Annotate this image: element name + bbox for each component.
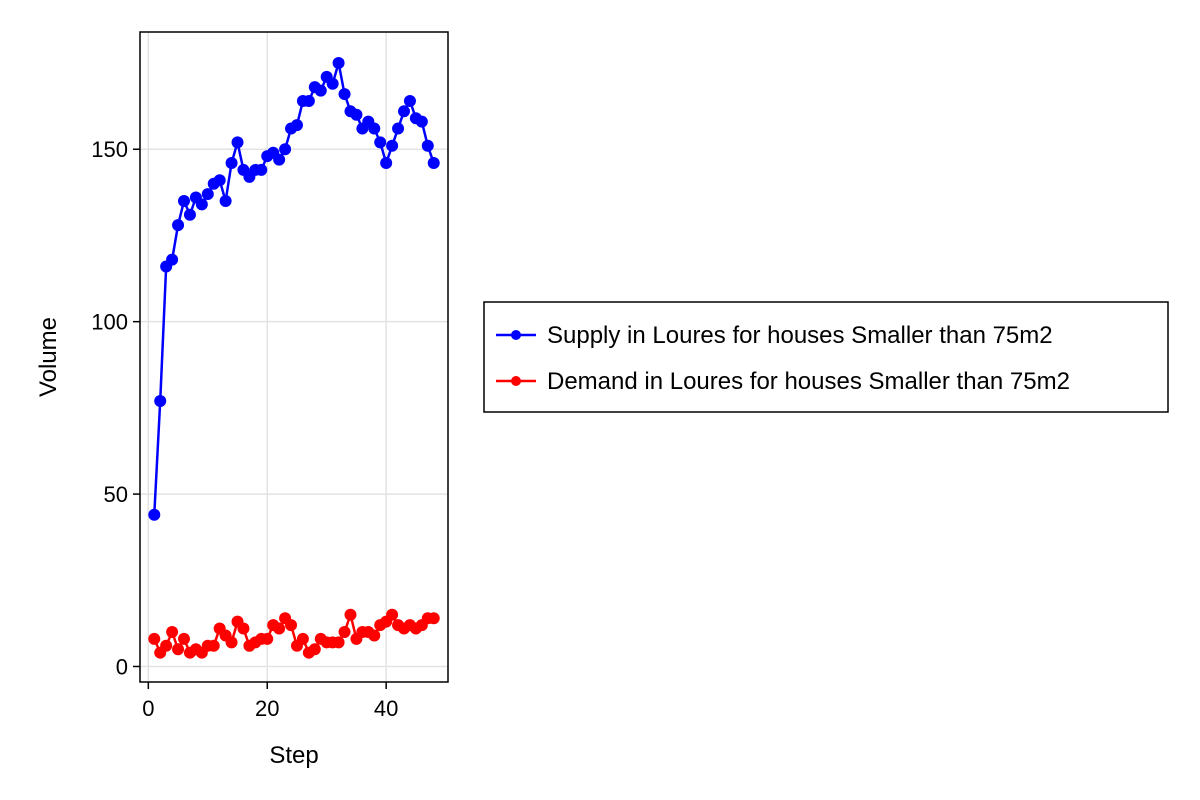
data-point-supply: [314, 84, 327, 97]
data-point-demand: [338, 626, 351, 638]
data-point-demand: [285, 619, 298, 632]
tick-layer: 0 20 40 0 50 100 150: [91, 137, 398, 721]
y-tick-label: 100: [91, 310, 128, 335]
data-point-supply: [154, 394, 167, 407]
data-point-supply: [273, 153, 286, 166]
legend-box: [483, 301, 1169, 413]
data-point-demand: [160, 639, 173, 652]
data-point-supply: [403, 94, 416, 107]
grid: [140, 32, 448, 682]
data-point-supply: [213, 174, 226, 187]
data-point-demand: [172, 643, 185, 656]
data-point-supply: [392, 122, 405, 135]
data-point-supply: [231, 136, 244, 149]
data-point-supply: [201, 188, 214, 201]
data-point-demand: [237, 622, 250, 635]
data-point-supply: [374, 136, 387, 149]
x-tick-label: 0: [142, 696, 154, 721]
data-point-supply: [386, 139, 399, 152]
data-point-supply: [398, 105, 410, 118]
data-point-supply: [148, 508, 161, 521]
data-point-demand: [261, 632, 274, 645]
data-point-supply: [350, 108, 363, 121]
y-tick-label: 0: [116, 654, 128, 679]
data-point-demand: [207, 639, 220, 652]
x-tick-label: 40: [374, 696, 398, 721]
data-point-supply: [279, 143, 292, 156]
data-point-supply: [183, 208, 196, 221]
x-axis-label: Step: [269, 742, 318, 769]
data-point-supply: [338, 88, 351, 101]
data-point-supply: [332, 57, 345, 70]
legend-label-supply: Supply in Loures for houses Smaller than…: [547, 322, 1053, 349]
y-tick-label: 150: [91, 137, 128, 162]
data-point-demand: [178, 632, 190, 645]
data-point-demand: [273, 622, 286, 635]
data-point-supply: [166, 253, 179, 266]
plot-frame: [139, 31, 449, 683]
data-point-demand: [148, 632, 161, 645]
data-point-supply: [172, 219, 185, 232]
data-point-supply: [415, 115, 428, 128]
data-point-supply: [178, 194, 190, 207]
data-point-demand: [386, 608, 399, 621]
data-point-demand: [344, 608, 357, 621]
data-point-supply: [219, 194, 232, 207]
data-point-demand: [166, 626, 179, 638]
data-point-supply: [195, 198, 208, 211]
x-tick-label: 20: [255, 696, 279, 721]
data-point-supply: [225, 157, 238, 170]
legend: Supply in Loures for houses Smaller than…: [483, 301, 1169, 413]
legend-marker-supply: [511, 330, 521, 340]
data-point-supply: [380, 157, 393, 170]
legend-label-demand: Demand in Loures for houses Smaller than…: [547, 368, 1070, 395]
data-point-demand: [427, 612, 440, 625]
data-point-demand: [368, 629, 381, 642]
data-point-supply: [368, 122, 381, 135]
data-point-supply: [427, 157, 440, 170]
y-axis-label: Volume: [35, 317, 62, 397]
data-point-supply: [302, 94, 315, 107]
data-point-demand: [296, 632, 309, 645]
legend-marker-demand: [511, 376, 521, 386]
data-point-demand: [308, 643, 321, 656]
data-point-demand: [225, 636, 238, 649]
data-point-supply: [290, 119, 303, 132]
data-point-supply: [255, 163, 268, 176]
y-tick-label: 50: [104, 482, 128, 507]
data-point-supply: [326, 77, 339, 90]
data-point-supply: [421, 139, 434, 152]
data-point-demand: [332, 636, 345, 649]
series-layer: [148, 57, 440, 659]
